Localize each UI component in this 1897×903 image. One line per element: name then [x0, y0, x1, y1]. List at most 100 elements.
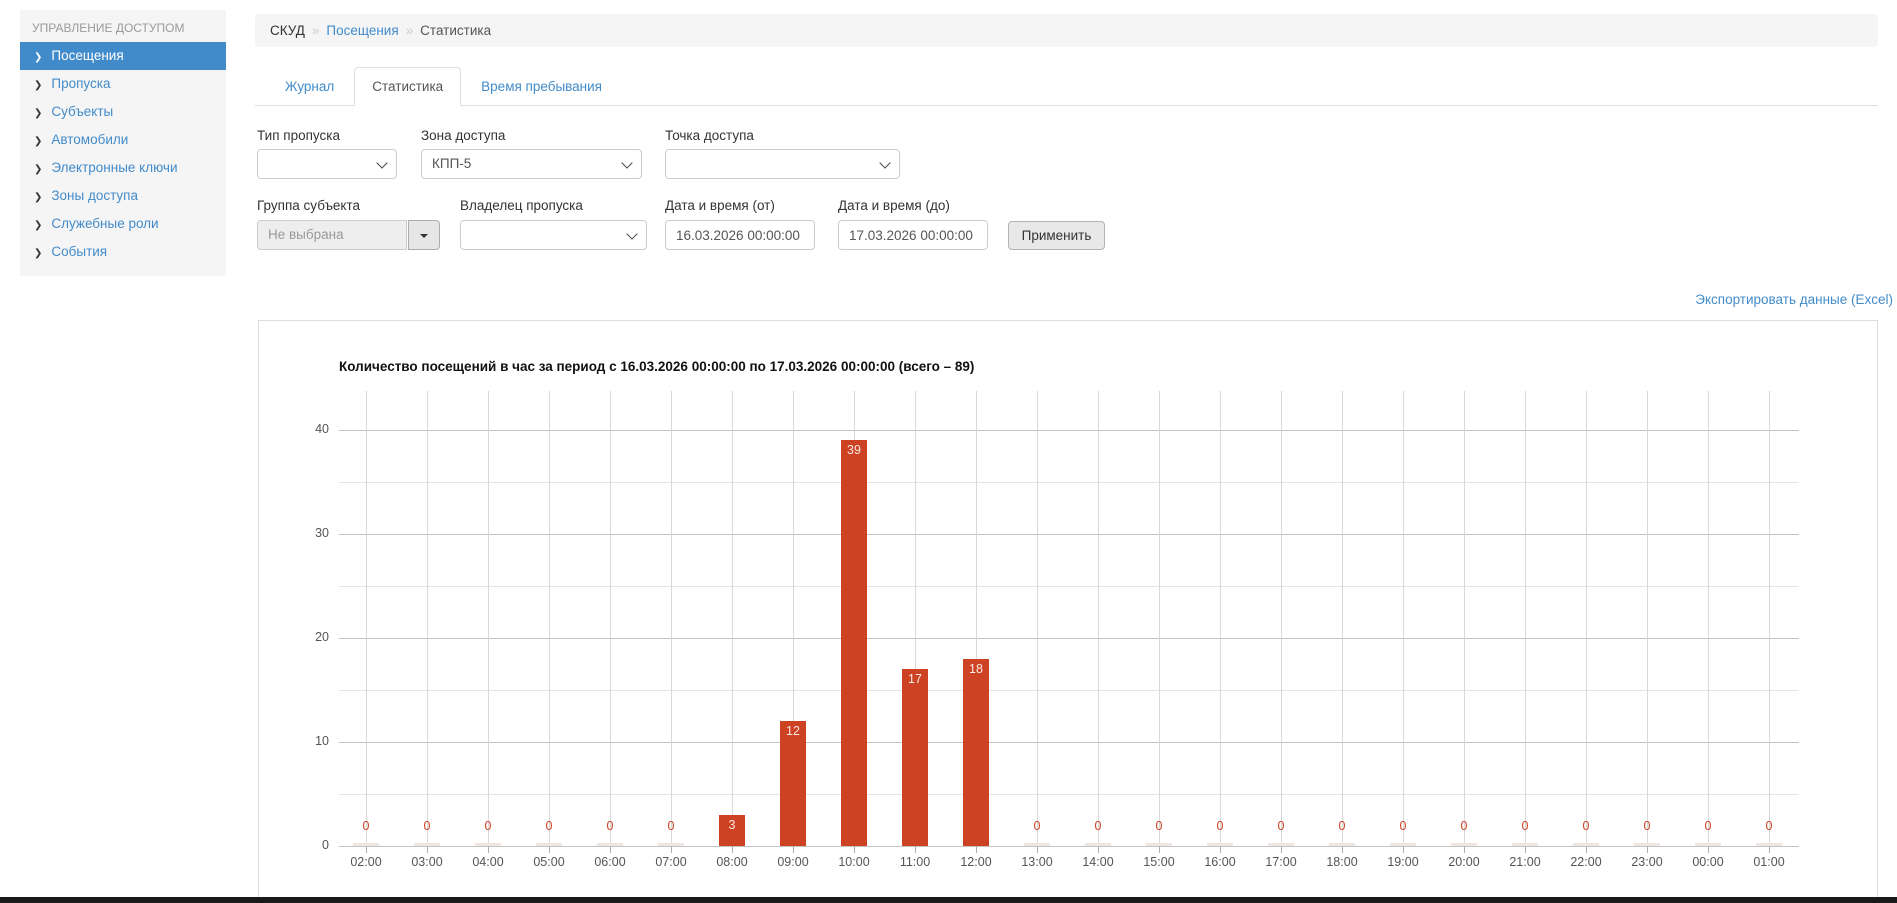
sidebar-item-1[interactable]: ❯ Пропуска: [20, 70, 226, 98]
access-zone-select[interactable]: КПП-5: [421, 149, 642, 179]
zero-bar-stub: [1756, 843, 1782, 846]
date-to-label: Дата и время (до): [838, 198, 950, 213]
bar-value-label: 17: [908, 672, 922, 686]
x-tick-label: 06:00: [594, 855, 626, 869]
subject-group-dropdown-button[interactable]: [408, 220, 440, 250]
sidebar-item-label: Пропуска: [51, 76, 111, 91]
zero-value-label: 0: [1277, 819, 1285, 833]
gridline-v: [792, 391, 794, 846]
gridline-v: [1402, 391, 1404, 846]
x-tick-label: 09:00: [777, 855, 809, 869]
zero-bar-stub: [1451, 843, 1477, 846]
chevron-right-icon: ❯: [34, 164, 43, 175]
breadcrumb-separator: »: [311, 23, 320, 38]
export-excel-link[interactable]: Экспортировать данные (Excel): [1695, 292, 1893, 307]
sidebar-item-label: Электронные ключи: [51, 160, 178, 175]
sidebar-item-2[interactable]: ❯ Субъекты: [20, 98, 226, 126]
sidebar-item-6[interactable]: ❯ Служебные роли: [20, 210, 226, 238]
date-to-input[interactable]: [838, 220, 988, 250]
zero-value-label: 0: [362, 819, 370, 833]
axis-tick: [1402, 846, 1404, 853]
zero-bar-stub: [597, 843, 623, 846]
zero-value-label: 0: [1582, 819, 1590, 833]
pass-owner-label: Владелец пропуска: [460, 198, 583, 213]
zero-value-label: 0: [1399, 819, 1407, 833]
sidebar-item-7[interactable]: ❯ События: [20, 238, 226, 266]
zero-value-label: 0: [1338, 819, 1346, 833]
zero-bar-stub: [1085, 843, 1111, 846]
access-zone-label: Зона доступа: [421, 128, 506, 143]
sidebar-item-3[interactable]: ❯ Автомобили: [20, 126, 226, 154]
axis-tick: [487, 846, 489, 853]
axis-tick: [1219, 846, 1221, 853]
axis-tick: [792, 846, 794, 853]
zero-bar-stub: [1146, 843, 1172, 846]
sidebar-header: УПРАВЛЕНИЕ ДОСТУПОМ: [32, 21, 185, 35]
pass-type-select[interactable]: [257, 149, 397, 179]
zero-value-label: 0: [484, 819, 492, 833]
sidebar-item-5[interactable]: ❯ Зоны доступа: [20, 182, 226, 210]
apply-button[interactable]: Применить: [1008, 221, 1105, 250]
axis-tick: [548, 846, 550, 853]
access-point-select[interactable]: [665, 149, 900, 179]
x-tick-label: 10:00: [838, 855, 870, 869]
x-tick-label: 15:00: [1143, 855, 1175, 869]
x-tick-label: 04:00: [472, 855, 504, 869]
subject-group-input[interactable]: Не выбрана: [257, 220, 407, 250]
chevron-right-icon: ❯: [34, 80, 43, 91]
gridline-h: [339, 742, 1799, 743]
sidebar-item-4[interactable]: ❯ Электронные ключи: [20, 154, 226, 182]
chevron-right-icon: ❯: [34, 248, 43, 259]
date-from-input[interactable]: [665, 220, 815, 250]
chart-plot: 0 10 20 30 40 02:00 0 03:00 0 04:00 0 05:00 0 06:00 0 0…: [315, 391, 1799, 869]
x-tick-label: 18:00: [1326, 855, 1358, 869]
gridline-h: [339, 846, 1799, 847]
breadcrumb-root: СКУД: [270, 23, 305, 38]
chevron-right-icon: ❯: [34, 136, 43, 147]
x-tick-label: 14:00: [1082, 855, 1114, 869]
axis-tick: [1280, 846, 1282, 853]
chart-bar: [841, 440, 867, 846]
chevron-right-icon: ❯: [34, 52, 43, 63]
chevron-down-icon: [376, 157, 388, 169]
axis-tick: [731, 846, 733, 853]
gridline-h: [339, 430, 1799, 431]
gridline-v: [670, 391, 672, 846]
x-tick-label: 08:00: [716, 855, 748, 869]
chart-bar: [963, 659, 989, 846]
zero-value-label: 0: [1643, 819, 1651, 833]
breadcrumb-separator: »: [405, 23, 414, 38]
y-tick-label: 0: [322, 838, 329, 852]
access-point-label: Точка доступа: [665, 128, 754, 143]
x-tick-label: 02:00: [350, 855, 382, 869]
chart-bar: [902, 669, 928, 846]
x-tick-label: 01:00: [1753, 855, 1785, 869]
axis-tick: [365, 846, 367, 853]
tab-journal[interactable]: Журнал: [285, 79, 335, 94]
axis-tick: [914, 846, 916, 853]
zero-value-label: 0: [606, 819, 614, 833]
x-tick-label: 07:00: [655, 855, 687, 869]
zero-bar-stub: [353, 843, 379, 846]
gridline-h: [339, 482, 1799, 483]
axis-tick: [1036, 846, 1038, 853]
sidebar-item-label: События: [51, 244, 108, 259]
breadcrumb-link-visits[interactable]: Посещения: [326, 23, 399, 38]
zero-value-label: 0: [1155, 819, 1163, 833]
gridline-h: [339, 794, 1799, 795]
gridline-v: [1646, 391, 1648, 846]
chart-bar: [719, 815, 745, 846]
x-tick-label: 11:00: [899, 855, 931, 869]
gridline-v: [1585, 391, 1587, 846]
zero-bar-stub: [414, 843, 440, 846]
tab-statistics[interactable]: Статистика: [354, 67, 462, 106]
gridline-v: [609, 391, 611, 846]
x-tick-label: 22:00: [1570, 855, 1602, 869]
axis-tick: [1158, 846, 1160, 853]
gridline-v: [487, 391, 489, 846]
tab-stay-time[interactable]: Время пребывания: [481, 79, 602, 94]
axis-tick: [426, 846, 428, 853]
sidebar-item-0[interactable]: ❯ Посещения: [20, 42, 226, 70]
zero-bar-stub: [536, 843, 562, 846]
pass-owner-select[interactable]: [460, 220, 647, 250]
